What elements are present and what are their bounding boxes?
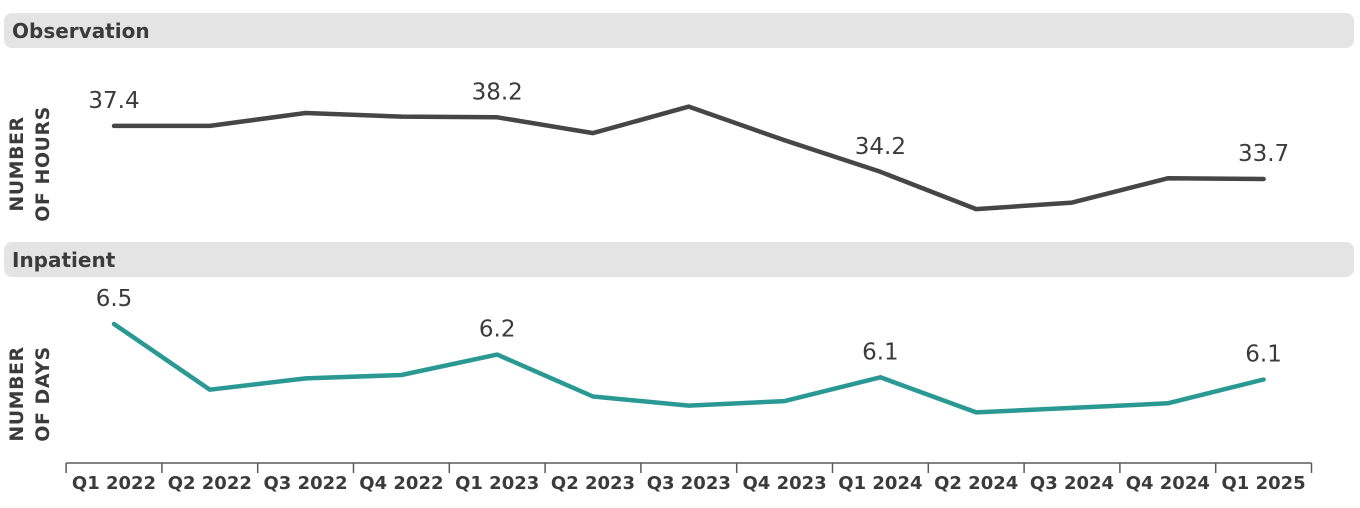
- observation-data-label: 33.7: [1238, 141, 1289, 167]
- x-tick-label: Q4 2023: [742, 473, 826, 494]
- inpatient-data-label: 6.5: [96, 286, 133, 312]
- inpatient-data-point: [208, 388, 212, 392]
- observation-data-point: [591, 131, 595, 135]
- inpatient-data-point: [304, 376, 308, 380]
- observation-data-label: 34.2: [855, 134, 906, 160]
- inpatient-data-point: [1262, 378, 1266, 382]
- inpatient-data-label: 6.2: [479, 317, 516, 343]
- observation-data-point: [878, 170, 882, 174]
- observation-series-line: [111, 104, 1266, 212]
- inpatient-data-point: [112, 322, 116, 326]
- x-tick-label: Q4 2024: [1126, 473, 1210, 494]
- inpatient-title: Inpatient: [12, 248, 116, 272]
- observation-data-point: [399, 115, 403, 119]
- x-tick-label: Q2 2023: [551, 473, 635, 494]
- observation-data-label: 38.2: [472, 79, 523, 105]
- x-tick-label: Q1 2025: [1221, 473, 1305, 494]
- inpatient-data-point: [687, 404, 691, 408]
- observation-data-point: [974, 207, 978, 211]
- x-tick-label: Q3 2024: [1030, 473, 1114, 494]
- inpatient-data-point: [495, 353, 499, 357]
- inpatient-data-label: 6.1: [862, 339, 899, 365]
- observation-data-point: [208, 124, 212, 128]
- x-tick-label: Q3 2023: [647, 473, 731, 494]
- observation-data-point: [1166, 176, 1170, 180]
- inpatient-data-point: [783, 399, 787, 403]
- x-tick-label: Q2 2022: [168, 473, 252, 494]
- observation-data-point: [783, 138, 787, 142]
- x-tick-label: Q1 2024: [838, 473, 922, 494]
- x-axis: Q1 2022 Q2 2022 Q3 2022 Q4 2022 Q1 2023 Q2 20…: [65, 462, 1313, 494]
- observation-panel: 37.4 38.2 34.2 33.7: [88, 79, 1289, 212]
- x-tick-label: Q1 2022: [72, 473, 156, 494]
- inpatient-series-line: [111, 321, 1266, 415]
- observation-data-point: [687, 105, 691, 109]
- x-tick-label: Q3 2022: [263, 473, 347, 494]
- observation-header: Observation: [4, 13, 1354, 48]
- inpatient-data-point: [399, 373, 403, 377]
- observation-data-point: [304, 111, 308, 115]
- inpatient-data-point: [591, 395, 595, 399]
- observation-data-point: [1262, 177, 1266, 181]
- x-tick-label: Q4 2022: [359, 473, 443, 494]
- observation-data-point: [112, 124, 116, 128]
- inpatient-data-label: 6.1: [1245, 342, 1282, 368]
- inpatient-panel: 6.5 6.2 6.1 6.1: [96, 286, 1282, 415]
- x-tick-label: Q2 2024: [934, 473, 1018, 494]
- observation-data-point: [1070, 201, 1074, 205]
- inpatient-header: Inpatient: [4, 242, 1354, 277]
- inpatient-data-point: [1166, 401, 1170, 405]
- observation-title: Observation: [12, 19, 150, 43]
- observation-data-label: 37.4: [88, 88, 139, 114]
- x-tick-label: Q1 2023: [455, 473, 539, 494]
- inpatient-data-point: [974, 410, 978, 414]
- inpatient-data-point: [878, 375, 882, 379]
- inpatient-data-point: [1070, 406, 1074, 410]
- observation-data-point: [495, 115, 499, 119]
